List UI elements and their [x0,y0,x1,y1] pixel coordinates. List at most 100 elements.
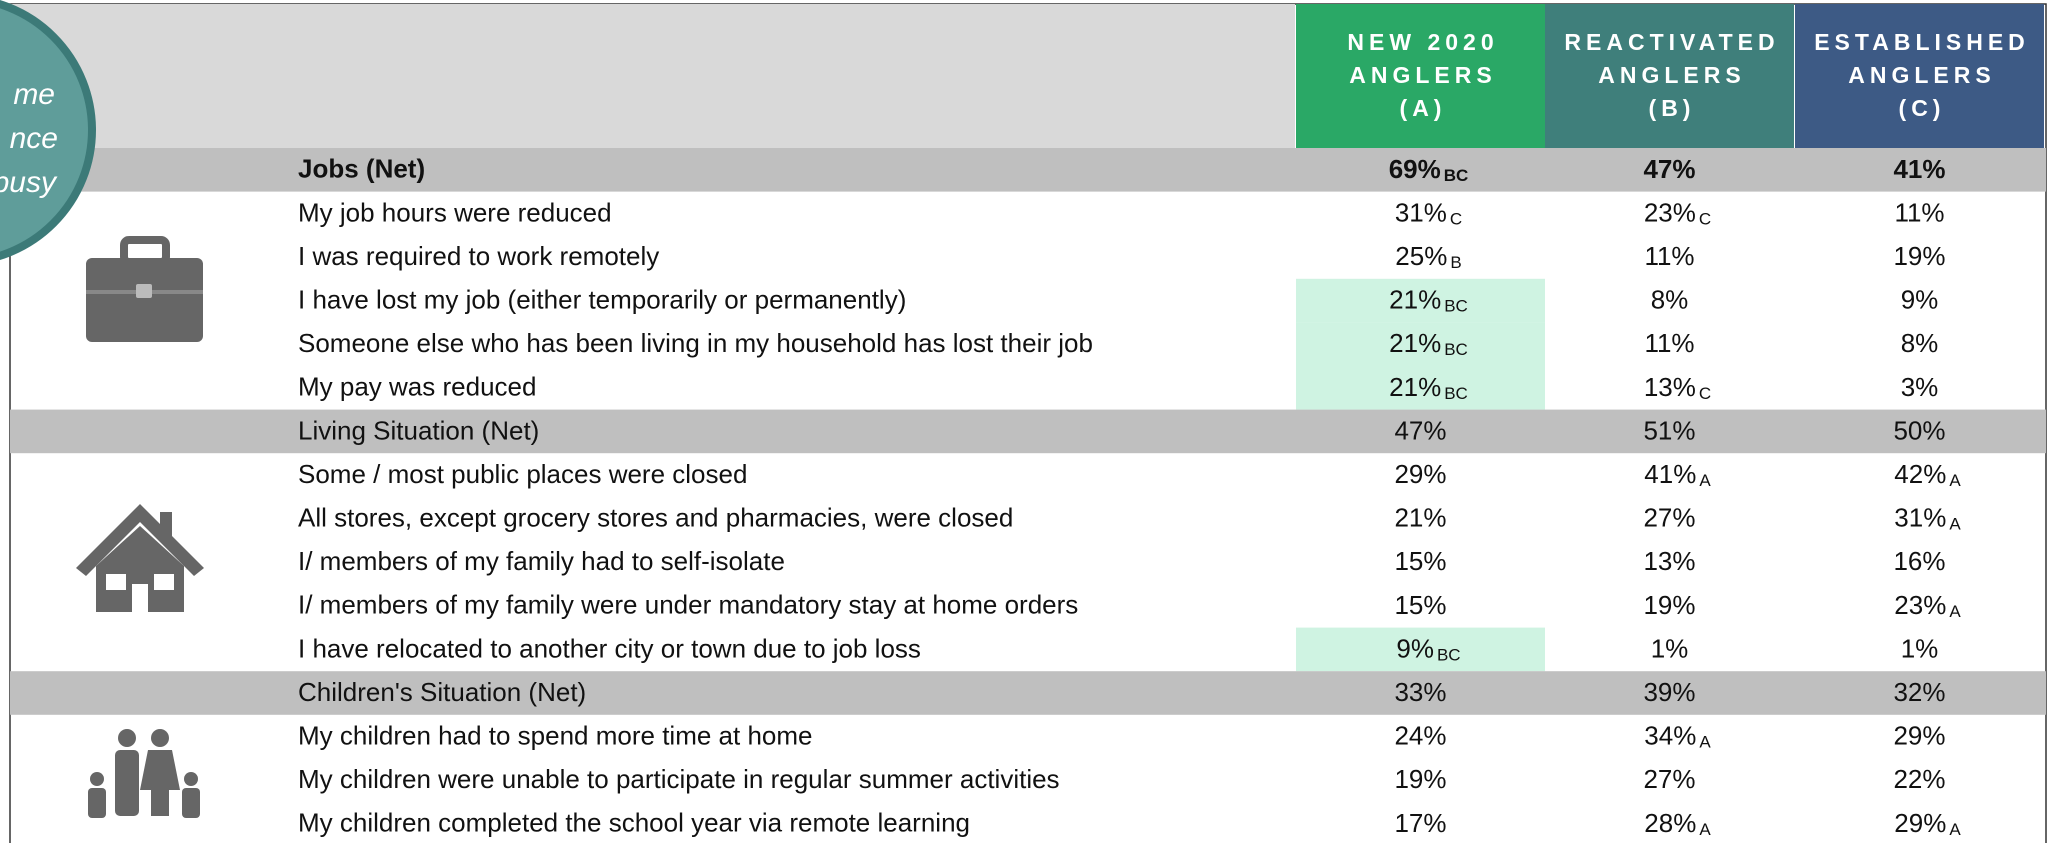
column-header: ANGLERS [1848,62,1995,88]
header-blank [10,4,1295,148]
cell-value: 32% [1893,677,1945,707]
house-icon [76,504,204,612]
cell: 13% C [1644,372,1711,404]
cell-value: 42% [1894,459,1946,489]
row-label: I/ members of my family had to self-isol… [298,546,785,576]
net-label: Living Situation (Net) [298,415,539,445]
cell-value: 41% [1644,459,1696,489]
cell-value: 25% [1395,241,1447,271]
significance: B [1450,253,1461,272]
cell-value: 11% [1894,197,1944,227]
callout-text: nce [10,122,58,155]
row-label: Some / most public places were closed [298,459,747,489]
cell-value: 1% [1651,633,1689,663]
cell: 19% [1394,764,1446,794]
cell-value: 24% [1394,720,1446,750]
row-label: I have relocated to another city or town… [298,633,921,663]
cell-value: 28% [1644,808,1696,838]
cell: 29% [1893,720,1945,750]
cell-value: 23% [1644,197,1696,227]
column-header: (C) [1899,95,1946,121]
column-header: ANGLERS [1349,62,1496,88]
cell-value: 47% [1394,415,1446,445]
significance: C [1450,210,1462,229]
net-label: Children's Situation (Net) [298,677,586,707]
cell-value: 19% [1643,590,1695,620]
cell: 21% BC [1389,372,1468,404]
cell: 39% [1643,677,1695,707]
row-label: All stores, except grocery stores and ph… [298,502,1013,532]
cell-value: 15% [1394,546,1446,576]
callout-circle: me nce busy [0,0,96,260]
cell: 27% [1643,764,1695,794]
cell: 9% BC [1396,633,1460,665]
cell: 1% [1651,633,1689,663]
significance: BC [1444,297,1468,316]
cell: 8% [1901,328,1939,358]
family-icon [88,729,200,818]
cell: 15% [1394,546,1446,576]
cell: 23% C [1644,197,1711,229]
net-row-bg [10,409,2046,454]
cell: 47% [1643,154,1695,184]
cell-value: 13% [1644,372,1696,402]
cell: 47% [1394,415,1446,445]
cell-value: 31% [1395,197,1447,227]
row-label: My children completed the school year vi… [298,808,970,838]
cell: 11% [1644,241,1694,271]
cell: 42% A [1894,459,1961,491]
cell-value: 50% [1893,415,1945,445]
cell-value: 9% [1901,284,1939,314]
cell-value: 19% [1394,764,1446,794]
significance: A [1699,733,1711,752]
cell-value: 3% [1901,372,1939,402]
cell: 21% BC [1389,328,1468,360]
column-header-bg [1296,4,1545,148]
cell: 29% [1394,459,1446,489]
column-header: ANGLERS [1598,62,1745,88]
cell-value: 29% [1894,808,1946,838]
cell: 9% [1901,284,1939,314]
cell-value: 21% [1389,328,1441,358]
icons [76,236,204,818]
column-header: (B) [1649,95,1696,121]
significance: A [1949,471,1961,490]
cell-value: 22% [1893,764,1945,794]
cell-value: 23% [1894,590,1946,620]
net-row-bg [10,671,2046,715]
cell: 13% [1643,546,1695,576]
cell: 19% [1643,590,1695,620]
highlight-cell [1296,366,1545,410]
cell-value: 31% [1894,502,1946,532]
cell-value: 21% [1394,502,1446,532]
net-row-bg [10,148,2046,192]
cell: 33% [1394,677,1446,707]
cell-value: 41% [1893,154,1945,184]
row-label: My children had to spend more time at ho… [298,720,812,750]
cell: 17% [1394,808,1446,838]
cell: 19% [1893,241,1945,271]
cell-value: 33% [1394,677,1446,707]
cell-value: 1% [1901,633,1939,663]
cell-value: 9% [1396,633,1434,663]
highlight-cell [1296,627,1545,672]
cell-value: 39% [1643,677,1695,707]
cell: 21% [1394,502,1446,532]
column-header: REACTIVATED [1564,29,1779,55]
cell-value: 27% [1643,764,1695,794]
significance: A [1949,602,1961,621]
row-label: My job hours were reduced [298,197,612,227]
cell: 51% [1643,415,1695,445]
cell-value: 21% [1389,284,1441,314]
column-header: ESTABLISHED [1814,29,2030,55]
cell-value: 21% [1389,372,1441,402]
cell-value: 17% [1394,808,1446,838]
cell-value: 16% [1893,546,1945,576]
cell: 31% C [1395,197,1462,229]
cell-value: 27% [1643,502,1695,532]
significance: C [1699,210,1711,229]
cell-value: 15% [1394,590,1446,620]
cell: 11% [1894,197,1944,227]
highlight-cell [1296,278,1545,323]
